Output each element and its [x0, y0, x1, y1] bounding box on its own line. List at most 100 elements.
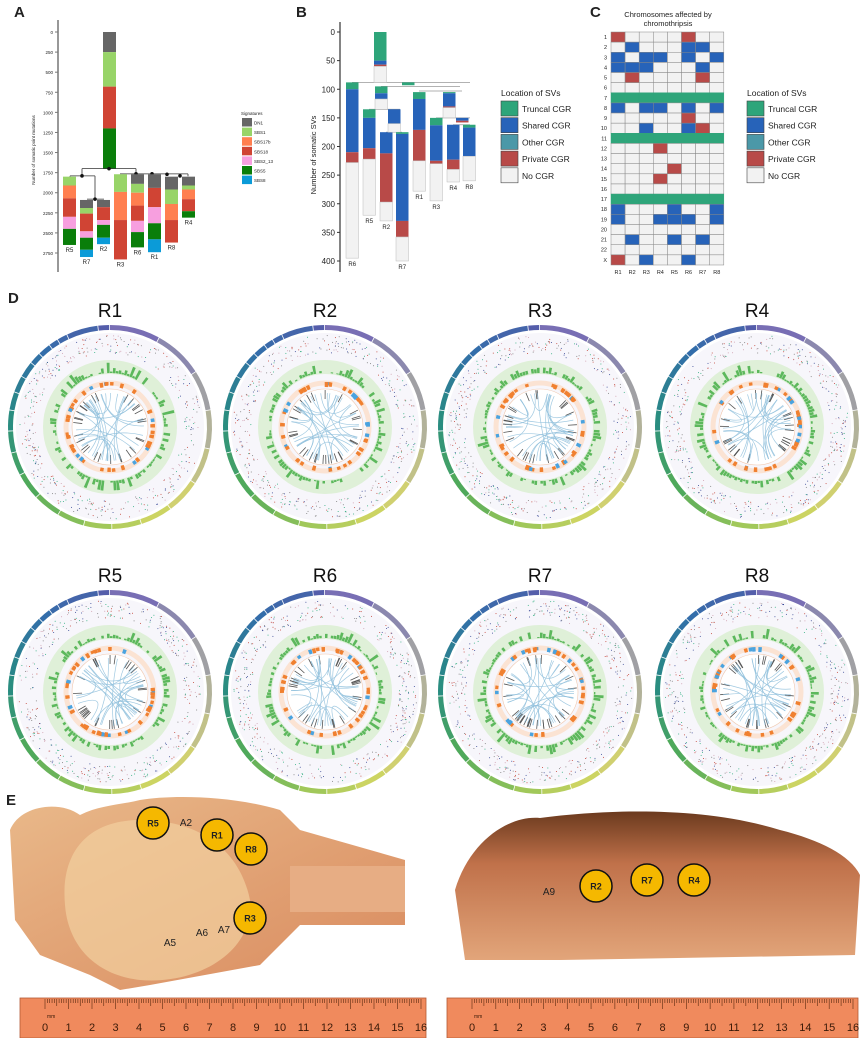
snv-point	[55, 752, 57, 754]
snv-point	[598, 635, 600, 637]
snv-point	[411, 665, 413, 667]
snv-point	[65, 345, 67, 347]
cnv-bar	[800, 393, 806, 398]
snv-point	[193, 658, 195, 660]
snv-point	[625, 694, 627, 696]
snv-point	[483, 494, 485, 496]
heatmap-cell-10-R4	[653, 122, 668, 134]
ideogram-chromosome	[191, 448, 210, 484]
snv-point	[457, 680, 459, 682]
snv-point	[468, 452, 470, 454]
bar-segment-node-S	[456, 117, 469, 121]
snv-point	[175, 367, 177, 369]
snv-point	[72, 497, 74, 499]
snv-point	[494, 761, 496, 763]
snv-point	[806, 494, 808, 496]
snv-point	[90, 503, 92, 505]
snv-point	[94, 348, 96, 350]
snv-point	[268, 751, 270, 753]
snv-point	[565, 617, 567, 619]
snv-point	[691, 466, 693, 468]
cnv-bar	[493, 391, 498, 396]
snv-point	[120, 769, 122, 771]
snv-point	[193, 671, 195, 673]
snv-point	[504, 497, 506, 499]
snv-point	[280, 629, 282, 631]
snv-point	[378, 754, 380, 756]
snv-point	[728, 344, 730, 346]
heatmap-cell-2-R4	[653, 41, 668, 53]
snv-point	[805, 355, 807, 357]
snv-point	[96, 348, 98, 350]
snv-point	[58, 762, 60, 764]
snv-point	[264, 493, 266, 495]
cnv-bar	[745, 479, 749, 484]
sv-tick	[333, 453, 338, 463]
snv-point	[33, 474, 35, 476]
cnv-bar	[810, 427, 813, 430]
cnv-bar	[807, 405, 814, 410]
cnv-bar	[55, 433, 57, 436]
cnv-bar	[270, 714, 277, 719]
sv-tick	[302, 449, 309, 457]
heatmap-cell-14-R3	[638, 163, 654, 175]
ideogram-chromosome	[696, 604, 707, 614]
snv-point	[607, 648, 609, 650]
snv-point	[835, 393, 837, 395]
snv-point	[613, 404, 615, 406]
branch-label-R2: R2	[382, 225, 390, 231]
heatmap-cell-17-R6	[681, 193, 696, 205]
snv-point	[686, 469, 688, 471]
snv-point	[76, 341, 78, 343]
snv-point	[841, 433, 843, 435]
snv-point	[388, 480, 390, 482]
snv-point	[742, 349, 744, 351]
cnv-bar	[578, 463, 587, 472]
snv-point	[173, 635, 175, 637]
snv-point	[497, 624, 499, 626]
snv-point	[29, 736, 31, 738]
sv-tick	[349, 440, 358, 446]
sv-tick	[351, 682, 361, 686]
snv-point	[194, 403, 196, 405]
snv-point	[467, 388, 469, 390]
snv-point	[502, 617, 504, 619]
snv-point	[77, 499, 79, 501]
cnv-bar	[559, 476, 566, 486]
snv-point	[613, 725, 615, 727]
snv-point	[319, 347, 321, 349]
snv-point	[192, 664, 194, 666]
heatmap-cell-15-R8	[709, 173, 725, 185]
snv-point	[589, 757, 591, 759]
cn-segment	[714, 439, 720, 445]
snv-point	[777, 349, 779, 351]
cnv-bar	[482, 444, 490, 449]
ideogram-chromosome	[67, 325, 98, 339]
snv-point	[540, 610, 542, 612]
snv-point	[759, 342, 761, 344]
snv-point	[483, 371, 485, 373]
snv-point	[31, 472, 33, 474]
snv-point	[181, 645, 183, 647]
heatmap-cell-21-R2	[624, 234, 640, 245]
snv-point	[251, 672, 253, 674]
snv-point	[34, 432, 36, 434]
snv-point	[271, 496, 273, 498]
snv-point	[59, 758, 61, 760]
snv-point	[333, 349, 335, 351]
snv-point	[677, 459, 679, 461]
snv-point	[531, 501, 533, 503]
snv-point	[70, 609, 72, 611]
snv-point	[94, 352, 96, 354]
snv-point	[250, 744, 252, 746]
y-tick-label: 300	[322, 200, 336, 209]
snv-point	[249, 726, 251, 728]
snv-point	[783, 355, 785, 357]
cnv-bar	[280, 389, 285, 394]
snv-point	[138, 503, 140, 505]
ideogram-chromosome	[704, 334, 716, 344]
snv-point	[32, 446, 34, 448]
sv-tick	[308, 658, 313, 668]
snv-point	[783, 351, 785, 353]
sv-link	[513, 432, 574, 449]
